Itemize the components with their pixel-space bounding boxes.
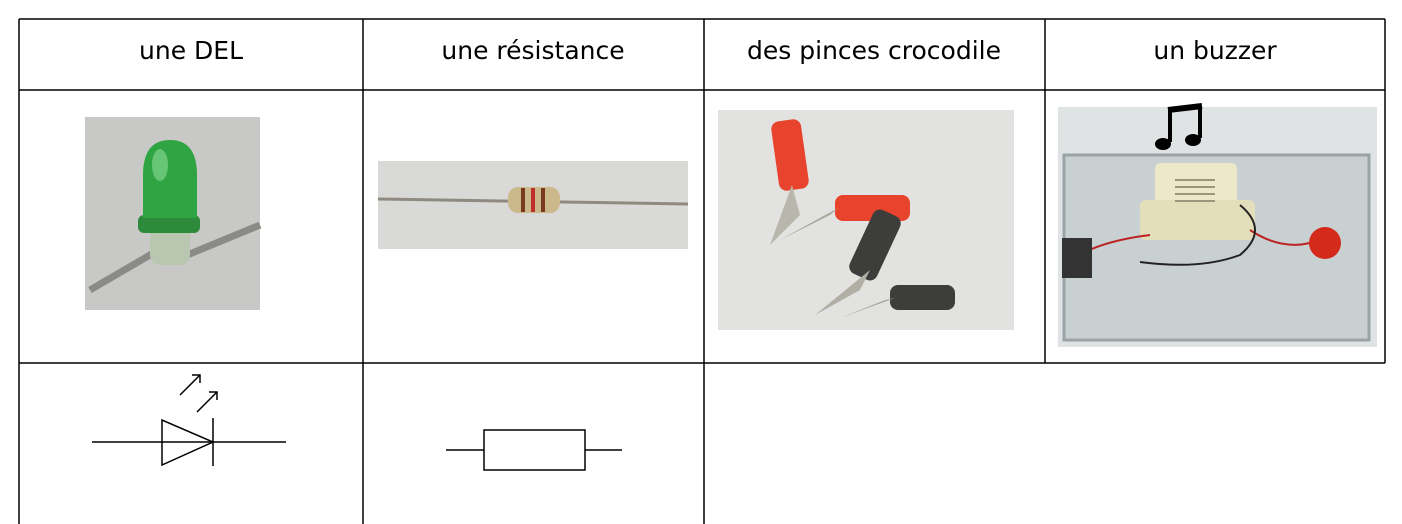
header-cell: une DEL (139, 36, 243, 65)
clips-photo (718, 110, 1014, 330)
table-grid (18, 18, 1386, 524)
header-cell: un buzzer (1153, 36, 1277, 65)
led-photo (85, 117, 262, 310)
resistor-photo (377, 161, 689, 249)
buzzer-photo (1058, 103, 1377, 347)
resistor-symbol (446, 429, 622, 471)
header-cell: des pinces crocodile (747, 36, 1001, 65)
led-symbol (92, 374, 286, 467)
header-cell: une résistance (441, 36, 624, 65)
